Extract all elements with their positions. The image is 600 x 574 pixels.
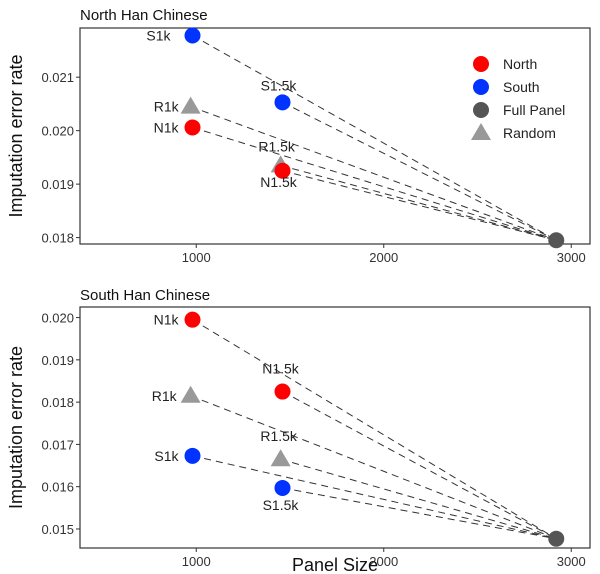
connector-line bbox=[282, 487, 557, 540]
legend-label: Random bbox=[503, 125, 556, 141]
point-label: S1.5k bbox=[263, 497, 300, 513]
point-south bbox=[184, 27, 201, 44]
y-tick-label: 0.016 bbox=[41, 480, 74, 495]
y-tick-label: 0.019 bbox=[41, 177, 74, 192]
y-tick-label: 0.018 bbox=[41, 231, 74, 246]
x-axis-label: Panel Size bbox=[292, 555, 378, 574]
y-tick-label: 0.017 bbox=[41, 437, 74, 452]
point-random bbox=[270, 449, 291, 467]
connector-line bbox=[192, 35, 557, 241]
point-north bbox=[184, 311, 201, 328]
point-label: N1k bbox=[154, 119, 180, 135]
point-north bbox=[274, 162, 291, 179]
point-label: S1k bbox=[146, 27, 171, 43]
legend-key-triangle bbox=[471, 123, 491, 140]
point-south bbox=[274, 479, 291, 496]
point-full-panel bbox=[548, 530, 565, 547]
connector-line bbox=[190, 106, 557, 241]
y-axis-label: Imputation error rate bbox=[6, 346, 26, 509]
point-label: R1k bbox=[154, 99, 180, 115]
y-tick-label: 0.020 bbox=[41, 124, 74, 139]
point-north bbox=[184, 119, 201, 136]
x-tick-label: 1000 bbox=[182, 250, 211, 265]
y-axis-label: Imputation error rate bbox=[6, 54, 26, 217]
point-label: N1.5k bbox=[262, 361, 300, 377]
connector-line bbox=[282, 101, 557, 241]
legend-label: South bbox=[503, 79, 540, 95]
point-label: R1.5k bbox=[260, 428, 298, 444]
point-full-panel bbox=[548, 232, 565, 249]
plot-border bbox=[79, 306, 591, 549]
y-tick-label: 0.015 bbox=[41, 522, 74, 537]
panel-title: South Han Chinese bbox=[80, 287, 210, 304]
x-tick-label: 2000 bbox=[369, 250, 398, 265]
point-label: R1k bbox=[152, 388, 178, 404]
point-random bbox=[180, 96, 201, 114]
x-tick-label: 3000 bbox=[557, 250, 586, 265]
y-tick-label: 0.020 bbox=[41, 311, 74, 326]
point-north bbox=[274, 383, 291, 400]
connector-line bbox=[192, 455, 557, 540]
point-south bbox=[274, 94, 291, 111]
legend-key-circle bbox=[473, 102, 489, 118]
x-tick-label: 1000 bbox=[182, 554, 211, 569]
panel-1: South Han Chinese 1000 2000 3000 0.015 0.016 0… bbox=[6, 287, 591, 574]
x-tick-label: 2000 bbox=[369, 554, 398, 569]
connector-line bbox=[192, 126, 557, 241]
connector-line bbox=[282, 170, 557, 241]
panel-title: North Han Chinese bbox=[80, 7, 208, 24]
connector-line bbox=[282, 391, 557, 540]
point-label: S1.5k bbox=[261, 77, 298, 93]
connector-line bbox=[192, 319, 557, 540]
legend-key-circle bbox=[473, 79, 489, 95]
y-tick-label: 0.019 bbox=[41, 353, 74, 368]
point-label: N1.5k bbox=[260, 174, 298, 190]
plot-border bbox=[79, 27, 591, 245]
legend-label: Full Panel bbox=[503, 102, 565, 118]
point-label: S1k bbox=[154, 448, 179, 464]
connector-line bbox=[280, 458, 557, 540]
point-label: N1k bbox=[154, 312, 180, 328]
y-tick-label: 0.021 bbox=[41, 70, 74, 85]
connector-line bbox=[190, 395, 557, 540]
x-tick-label: 3000 bbox=[557, 554, 586, 569]
legend-label: North bbox=[503, 56, 537, 72]
point-south bbox=[184, 447, 201, 464]
legend-key-circle bbox=[473, 56, 489, 72]
panel-0: North Han Chinese 1000 2000 3000 0.018 0.019 0… bbox=[6, 7, 591, 265]
point-random bbox=[180, 385, 201, 403]
point-label: R1.5k bbox=[258, 138, 296, 154]
connector-line bbox=[280, 164, 557, 241]
y-tick-label: 0.018 bbox=[41, 395, 74, 410]
